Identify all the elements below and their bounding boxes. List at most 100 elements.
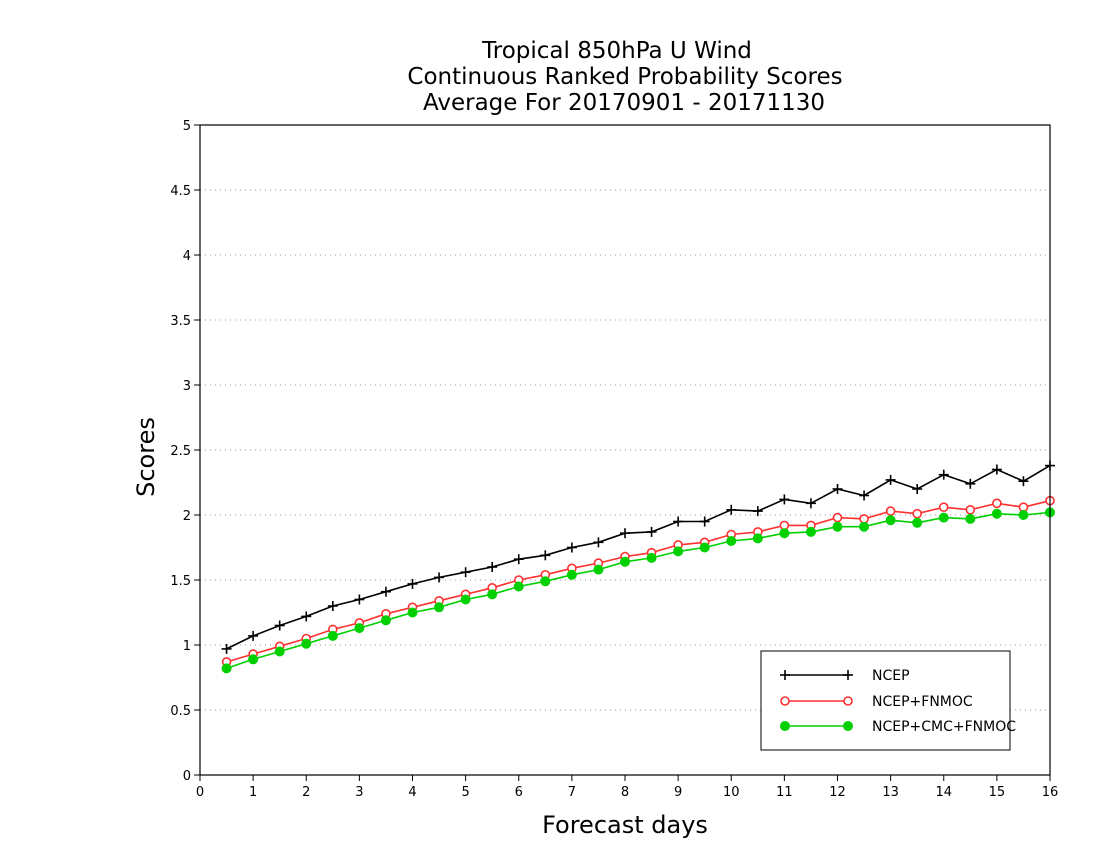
- data-point: [938, 469, 949, 480]
- data-point: [327, 630, 338, 641]
- y-tick-label: 1.5: [170, 574, 191, 589]
- x-tick-label: 3: [355, 785, 363, 800]
- data-point: [965, 504, 976, 515]
- data-point: [805, 498, 816, 509]
- data-point: [354, 623, 365, 634]
- legend-marker: [780, 721, 790, 731]
- data-point: [221, 663, 232, 674]
- data-point: [726, 536, 737, 546]
- legend-marker: [780, 696, 790, 706]
- data-point: [779, 494, 790, 505]
- data-point: [699, 516, 710, 527]
- y-tick-label: 2: [183, 509, 191, 524]
- x-tick-label: 13: [882, 785, 899, 800]
- data-point: [301, 611, 312, 622]
- legend-marker: [843, 696, 853, 706]
- data-point: [301, 638, 312, 649]
- data-point: [566, 542, 577, 553]
- legend-entry: NCEP+CMC+FNMOC: [780, 719, 1016, 735]
- data-point: [752, 506, 763, 517]
- x-tick-label: 5: [461, 785, 469, 800]
- data-point: [620, 528, 630, 539]
- plot-frame: [199, 124, 1051, 776]
- data-point: [832, 521, 843, 532]
- x-tick-label: 2: [302, 785, 310, 800]
- data-point: [327, 601, 338, 611]
- data-point: [965, 478, 976, 489]
- legend-entry: NCEP: [780, 668, 910, 684]
- data-point: [434, 572, 445, 583]
- data-point: [673, 516, 684, 527]
- y-tick-label: 4.5: [170, 184, 191, 199]
- data-point: [460, 594, 471, 605]
- data-point: [646, 526, 657, 537]
- x-tick-label: 0: [196, 785, 204, 800]
- data-point: [540, 550, 551, 561]
- x-tick-label: 8: [621, 785, 629, 800]
- data-point: [912, 508, 922, 519]
- legend-marker: [780, 670, 790, 680]
- x-tick-label: 7: [568, 785, 576, 800]
- data-point: [407, 607, 418, 618]
- data-point: [673, 546, 684, 557]
- series-layer: [221, 460, 1055, 674]
- data-point: [593, 537, 604, 548]
- x-tick-label: 9: [674, 785, 682, 800]
- x-tick-label: 16: [1042, 785, 1059, 800]
- data-point: [752, 533, 763, 544]
- data-point: [248, 630, 259, 641]
- data-point: [912, 484, 923, 494]
- chart-title-line-3: Average For 20170901 - 20171130: [423, 90, 825, 116]
- y-tick-label: 0.5: [170, 704, 191, 719]
- gridlines: [200, 189, 1050, 711]
- data-point: [221, 643, 232, 654]
- data-point: [513, 581, 524, 592]
- legend-marker: [843, 670, 853, 680]
- y-tick-label: 0: [183, 769, 191, 784]
- chart-title-line-2: Continuous Ranked Probability Scores: [407, 64, 842, 90]
- data-point: [859, 490, 870, 501]
- legend-label: NCEP+FNMOC: [872, 694, 973, 710]
- legend-label: NCEP: [872, 668, 910, 684]
- data-point: [832, 512, 843, 523]
- data-point: [460, 567, 471, 578]
- y-tick-label: 5: [183, 119, 191, 134]
- data-point: [407, 578, 418, 589]
- data-point: [593, 564, 604, 575]
- y-tick-label: 3: [183, 379, 191, 394]
- data-point: [912, 517, 923, 528]
- data-point: [248, 654, 259, 665]
- legend-label: NCEP+CMC+FNMOC: [872, 719, 1016, 735]
- chart-title-line-1: Tropical 850hPa U Wind: [481, 38, 752, 64]
- y-tick-label: 4: [183, 249, 191, 264]
- data-point: [1018, 476, 1029, 487]
- data-point: [620, 556, 630, 567]
- data-point: [566, 569, 577, 580]
- data-point: [380, 586, 391, 597]
- series-0: [221, 460, 1055, 654]
- legend-marker: [843, 721, 853, 731]
- data-point: [434, 602, 445, 613]
- data-point: [885, 515, 896, 526]
- data-point: [540, 576, 551, 587]
- data-point: [885, 474, 896, 485]
- y-tick-label: 3.5: [170, 314, 191, 329]
- data-point: [779, 528, 790, 539]
- x-tick-label: 6: [515, 785, 523, 800]
- data-point: [991, 508, 1002, 519]
- x-tick-label: 4: [408, 785, 416, 800]
- series-line: [226, 464, 1051, 650]
- data-point: [487, 562, 498, 572]
- x-tick-label: 14: [935, 785, 952, 800]
- data-point: [885, 506, 896, 516]
- data-point: [726, 504, 737, 515]
- data-point: [832, 484, 843, 494]
- legend-entries: NCEP NCEP+FNMOC NCEP+CMC+FNMOC: [780, 668, 1016, 735]
- data-point: [513, 554, 524, 565]
- data-point: [992, 498, 1002, 509]
- x-tick-label: 1: [249, 785, 257, 800]
- y-axis: 0 0.5 1 1.5 2 2.5 3 3.5 4 4.5 5: [170, 119, 200, 784]
- data-point: [1018, 510, 1029, 520]
- data-point: [965, 513, 976, 524]
